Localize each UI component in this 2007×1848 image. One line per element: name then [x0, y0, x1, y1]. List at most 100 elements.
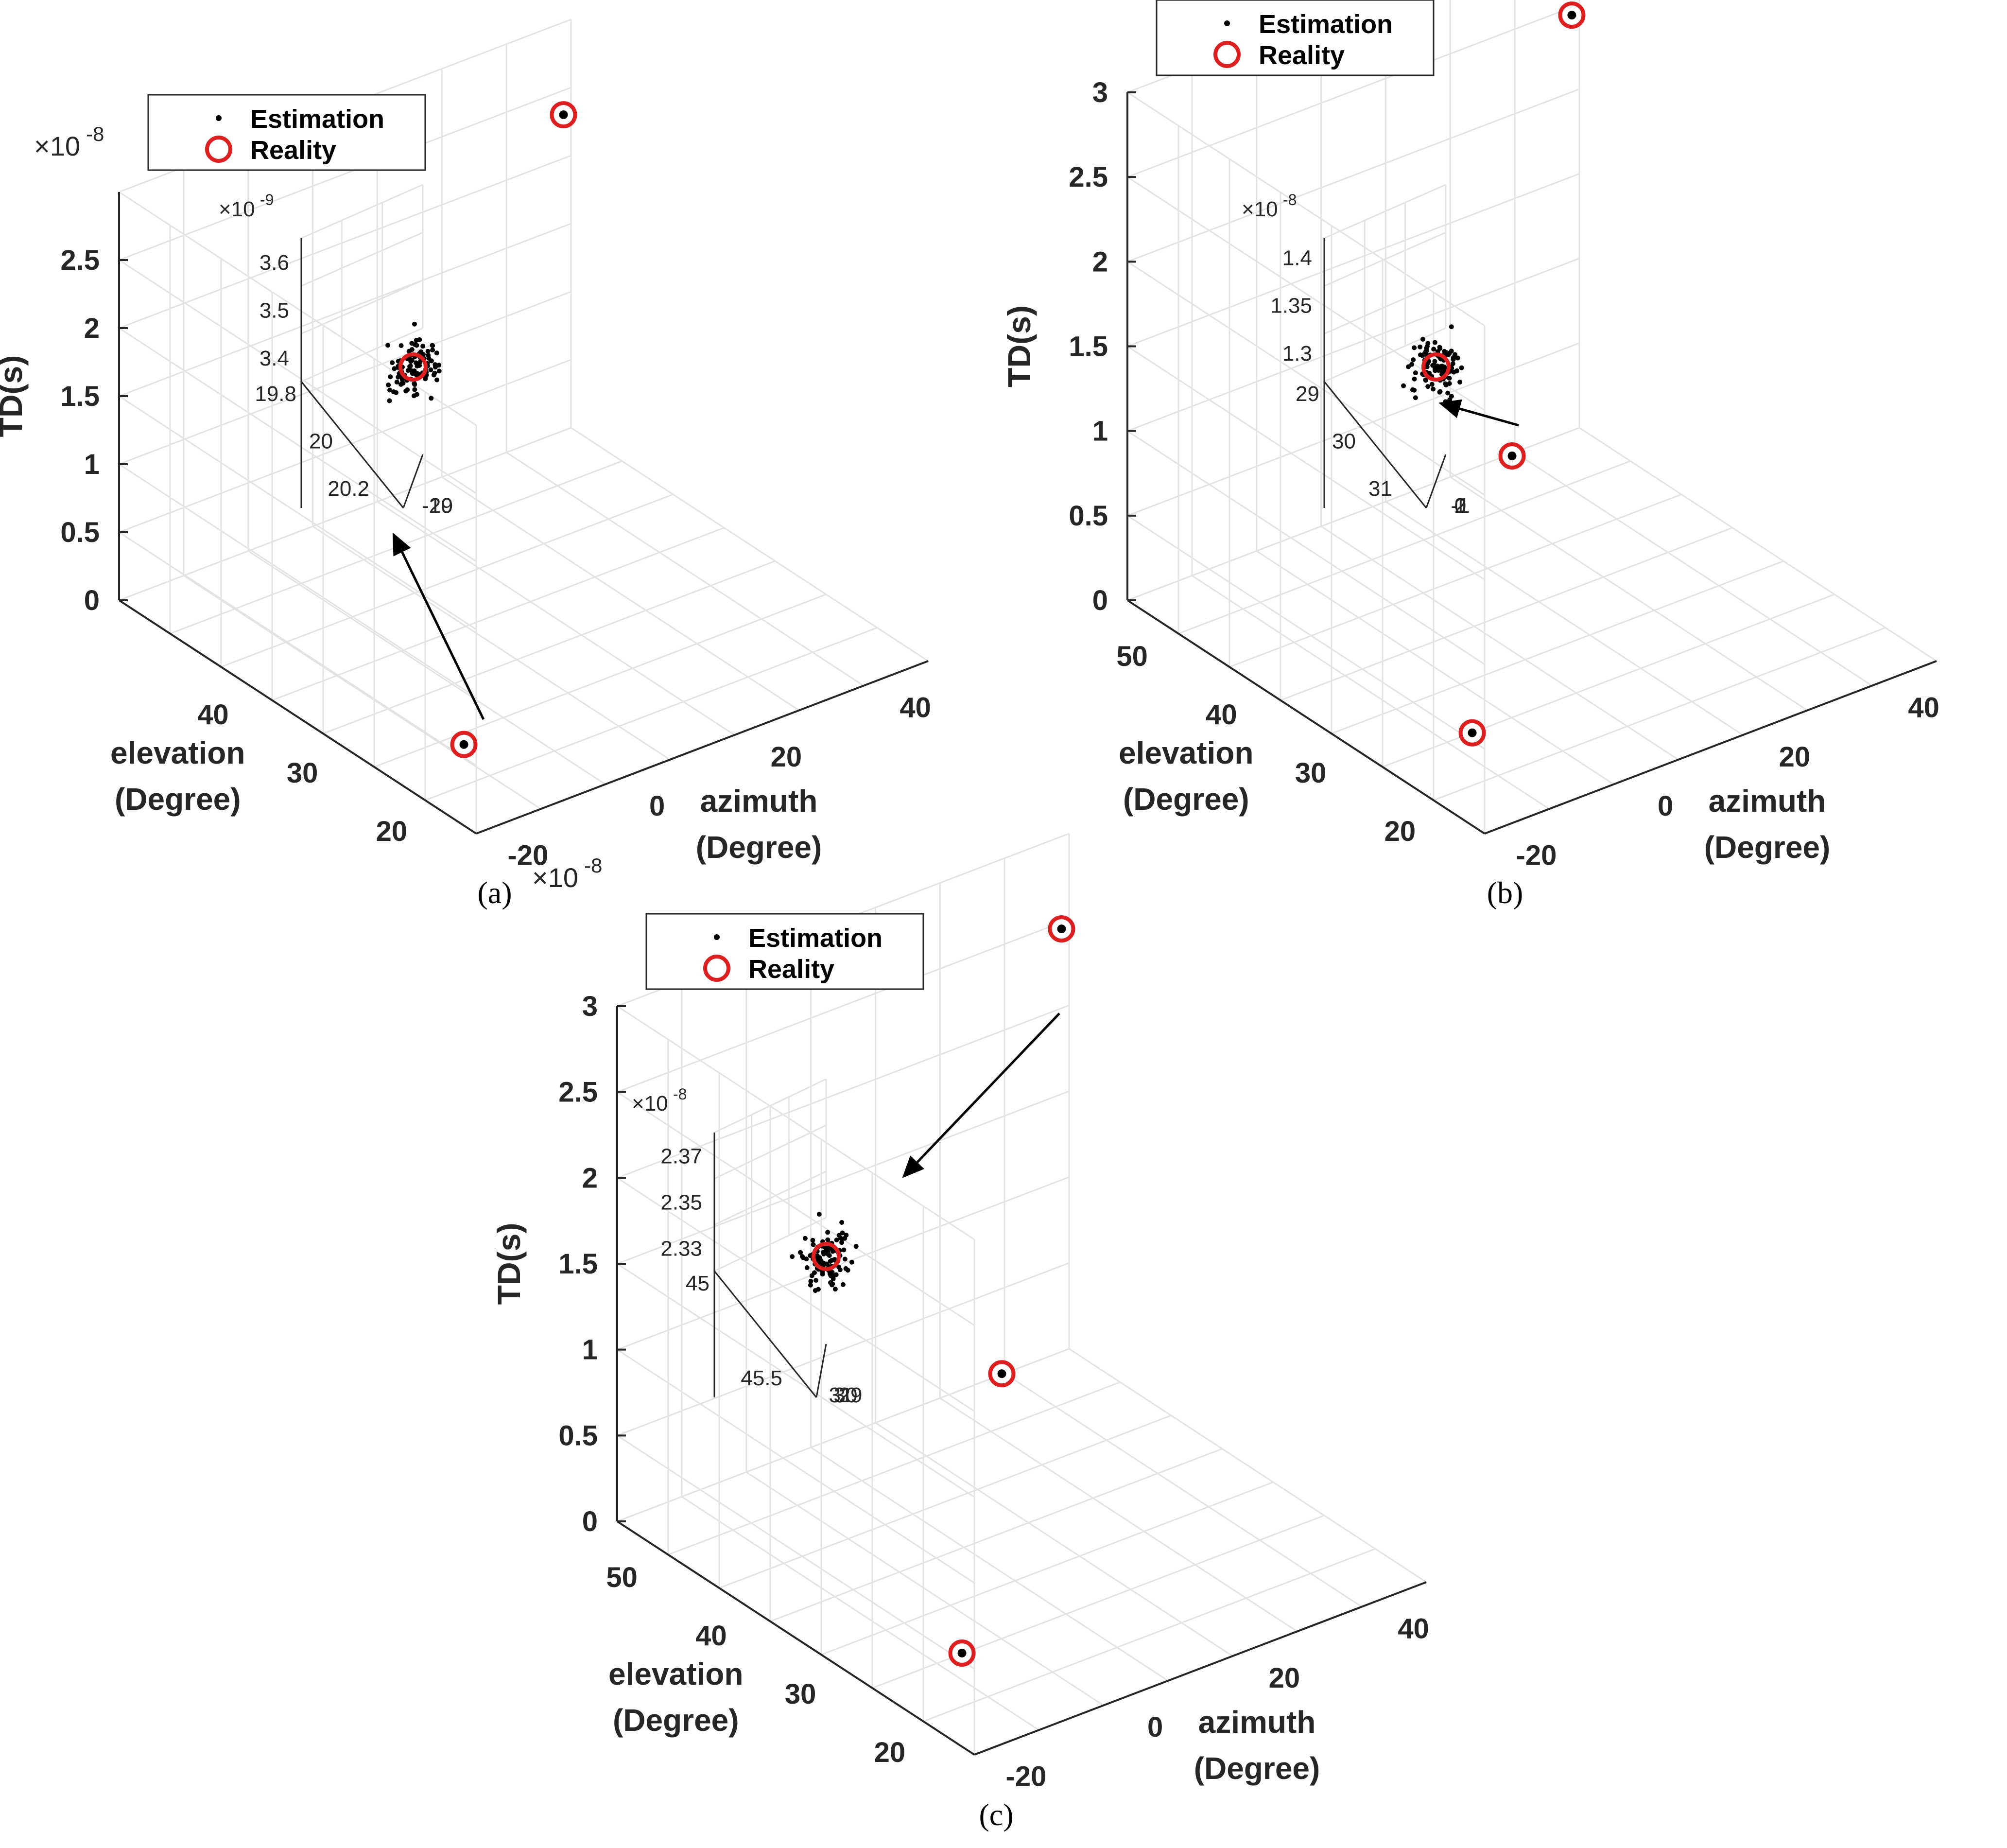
estimation-point — [396, 374, 401, 380]
legend-estimation-label: Estimation — [748, 924, 882, 953]
estimation-point — [1437, 389, 1442, 395]
azimuth-axis-unit: (Degree) — [1704, 830, 1831, 865]
azimuth-tick-label: 20 — [1269, 1662, 1300, 1694]
panel-caption: (c) — [979, 1797, 1013, 1832]
estimation-point — [829, 1271, 834, 1276]
inset-z-tick-label: 3.4 — [260, 347, 289, 370]
elevation-axis-line — [1126, 599, 1486, 835]
elevation-tick-label: 40 — [695, 1620, 727, 1652]
estimation-point — [842, 1236, 848, 1241]
estimation-point — [790, 1254, 795, 1259]
estimation-point — [1413, 395, 1418, 401]
z-tick-label: 0 — [84, 585, 100, 616]
elevation-axis-label: elevation — [608, 1656, 743, 1691]
z-axis-label: TD(s) — [0, 355, 29, 437]
inset-azimuth-axis — [402, 454, 424, 508]
inset-azimuth-tick-label: -19 — [422, 494, 453, 518]
estimation-point — [405, 368, 411, 373]
estimation-point — [426, 352, 431, 358]
inset-z-tick-label: 1.4 — [1282, 246, 1312, 270]
estimation-point — [811, 1242, 816, 1247]
azimuth-axis-label: azimuth — [700, 784, 818, 819]
z-tick-label: 1.5 — [1069, 331, 1108, 363]
inset-elevation-tick-label: 20.2 — [328, 477, 369, 501]
z-tick-label: 2 — [84, 313, 100, 344]
estimation-cluster — [1567, 11, 1576, 20]
estimation-point — [1425, 341, 1431, 346]
inset-plot: ×10 -9 3.4 3.5 3.6 19.8 20 20.2 -20-19 — [219, 184, 453, 518]
elevation-tick-label: 20 — [1384, 816, 1416, 847]
estimation-point — [816, 1212, 822, 1217]
estimation-point — [412, 387, 417, 392]
estimation-point — [436, 368, 442, 374]
estimation-point — [1439, 370, 1445, 376]
estimation-point — [1442, 350, 1448, 356]
inset-azimuth-tick-label: 1 — [1454, 494, 1466, 518]
estimation-point — [813, 1278, 819, 1283]
estimation-point — [1409, 362, 1415, 367]
estimation-point — [394, 380, 399, 385]
estimation-point — [412, 321, 417, 327]
inset-exponent-power: -9 — [260, 191, 274, 209]
inset-elevation-tick-label: 30 — [1332, 430, 1356, 453]
estimation-point — [385, 343, 391, 348]
estimation-point — [839, 1220, 845, 1225]
panel-c: 0 0.5 1 1.5 2 2.5 3 ×10 -8 20 30 40 50 -20 0 20 40 TD(s) e… — [491, 833, 1429, 1832]
estimation-point — [1459, 365, 1464, 370]
estimation-point — [825, 1230, 830, 1235]
z-tick-label: 0.5 — [60, 517, 100, 548]
estimation-point — [1406, 364, 1411, 369]
estimation-point — [1449, 324, 1454, 330]
z-tick-label: 0.5 — [558, 1420, 598, 1451]
elevation-tick-label: 20 — [874, 1737, 906, 1768]
estimation-point — [414, 372, 419, 377]
estimation-point — [1429, 382, 1435, 387]
inset-reality-marker — [398, 352, 428, 382]
estimation-point — [409, 357, 415, 363]
inset-z-tick-label: 3.5 — [260, 299, 289, 323]
estimation-point — [802, 1236, 808, 1241]
inset-z-tick-label: 2.37 — [660, 1145, 702, 1168]
z-axis-label: TD(s) — [491, 1223, 527, 1305]
inset-exponent-power: -8 — [673, 1085, 687, 1103]
elevation-tick-label: 50 — [606, 1562, 638, 1593]
azimuth-tick-label: 0 — [1147, 1711, 1163, 1743]
estimation-point — [1423, 378, 1428, 383]
estimation-point — [830, 1281, 835, 1287]
z-tick-label: 2.5 — [558, 1077, 598, 1108]
estimation-point — [808, 1282, 813, 1288]
estimation-point — [390, 360, 395, 366]
z-tick-label: 1.5 — [60, 381, 100, 412]
legend-box — [645, 913, 924, 990]
estimation-point — [825, 1237, 830, 1242]
estimation-point — [420, 344, 426, 349]
legend-estimation-marker — [216, 115, 222, 121]
z-tick-label: 1.5 — [558, 1248, 598, 1280]
estimation-cluster — [559, 110, 568, 120]
estimation-point — [417, 337, 422, 342]
estimation-point — [841, 1247, 847, 1253]
estimation-point — [821, 1260, 826, 1266]
inset-z-tick-label: 1.35 — [1270, 294, 1312, 318]
azimuth-tick-label: 20 — [771, 741, 802, 773]
elevation-tick-label: 20 — [376, 816, 408, 847]
estimation-point — [432, 370, 437, 376]
estimation-point — [1457, 380, 1463, 385]
estimation-point — [832, 1287, 838, 1292]
estimation-point — [1445, 390, 1451, 396]
grid-lines — [118, 18, 929, 835]
elevation-axis-line — [616, 1520, 975, 1756]
estimation-point — [391, 389, 396, 395]
estimation-point — [842, 1256, 848, 1262]
estimation-cluster — [957, 1648, 967, 1657]
elevation-axis-label: elevation — [110, 735, 245, 770]
estimation-point — [423, 376, 428, 382]
estimation-point — [804, 1256, 809, 1262]
estimation-point — [1401, 383, 1406, 388]
estimation-point — [414, 360, 419, 366]
elevation-tick-label: 30 — [785, 1678, 816, 1710]
